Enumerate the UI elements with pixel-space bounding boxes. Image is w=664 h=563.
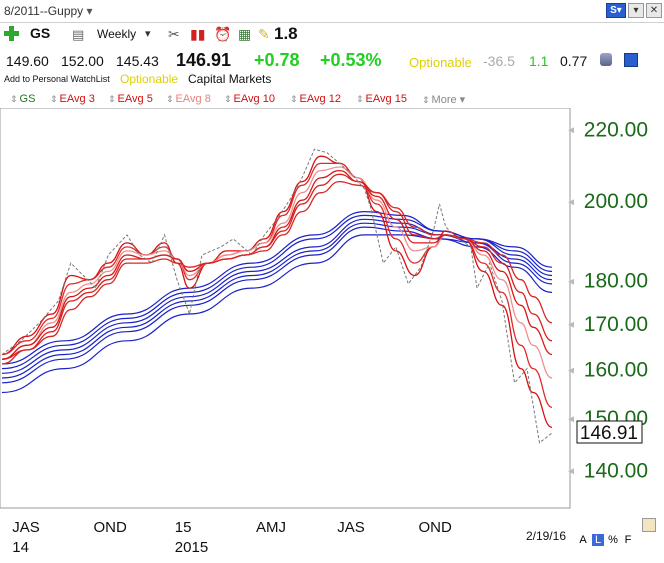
y-tick-label: 200.00 bbox=[584, 190, 648, 213]
legend-item-eavg8[interactable]: ⇕ EAvg 8 bbox=[166, 93, 211, 105]
restore-icon[interactable]: ▾ bbox=[628, 3, 644, 18]
current-date-label: 2/19/16 bbox=[526, 529, 566, 543]
watchlist-link[interactable]: Add to Personal WatchList bbox=[4, 74, 110, 84]
chevron-down-icon: ▾ bbox=[459, 94, 466, 106]
save-icon[interactable] bbox=[624, 53, 638, 67]
legend-item-more[interactable]: ⇕ More ▾ bbox=[422, 94, 466, 106]
x-tick-sublabel: 2015 bbox=[175, 539, 208, 556]
y-tick-marker bbox=[568, 278, 574, 285]
footer-l-button[interactable]: L bbox=[592, 534, 604, 546]
share-icon[interactable]: S▾ bbox=[606, 3, 626, 18]
y-tick-marker bbox=[568, 468, 574, 475]
legend-label-eavg3: EAvg 3 bbox=[59, 93, 95, 105]
chart-svg[interactable]: 220.00200.00180.00170.00160.00150.00140.… bbox=[0, 107, 664, 558]
quote-value-2: 1.1 bbox=[529, 53, 549, 69]
chart-toolbar: GS ▤ Weekly ▾ ✂ ▮▮ ⏰ ▦ ✎ 1.8 bbox=[0, 23, 664, 45]
window-title[interactable]: 8/2011--Guppy bbox=[4, 4, 93, 18]
x-tick-label: JAS bbox=[337, 519, 365, 536]
y-tick-marker bbox=[568, 321, 574, 328]
legend-item-eavg15[interactable]: ⇕ EAvg 15 bbox=[356, 93, 407, 105]
y-tick-marker bbox=[568, 199, 574, 206]
quote-row: 149.60 152.00 145.43 146.91 +0.78 +0.53%… bbox=[0, 47, 664, 73]
x-tick-label: 15 bbox=[175, 519, 192, 536]
short-avg-line-6 bbox=[1, 180, 553, 365]
legend-item-eavg10[interactable]: ⇕ EAvg 10 bbox=[224, 93, 275, 105]
quote-change: +0.78 bbox=[254, 50, 300, 70]
legend-label-eavg12: EAvg 12 bbox=[299, 93, 341, 105]
legend-label-eavg8: EAvg 8 bbox=[175, 93, 211, 105]
grid-icon[interactable]: ▦ bbox=[238, 26, 252, 42]
footer-f-button[interactable]: F bbox=[624, 534, 632, 546]
indicator-legend: ⇕ GS ⇕ EAvg 3 ⇕ EAvg 5 ⇕ EAvg 8 ⇕ EAvg 10 ⇕ EA… bbox=[0, 90, 664, 108]
optionable-badge: Optionable bbox=[409, 55, 472, 70]
long-avg-line-6 bbox=[1, 234, 553, 394]
long-avg-line-5 bbox=[1, 226, 553, 384]
note-icon[interactable]: ✎ bbox=[258, 26, 270, 42]
footer-a-button[interactable]: A bbox=[579, 534, 587, 546]
tools-icon[interactable]: ✂ bbox=[168, 26, 180, 42]
quote-open: 149.60 bbox=[6, 53, 49, 69]
database-icon[interactable] bbox=[600, 53, 612, 66]
sector-label[interactable]: Capital Markets bbox=[188, 72, 272, 86]
x-tick-label: AMJ bbox=[256, 519, 286, 536]
legend-label-eavg5: EAvg 5 bbox=[117, 93, 153, 105]
chart-footer-controls: A L % F bbox=[577, 534, 634, 546]
last-price-label: 146.91 bbox=[580, 423, 638, 444]
plot-area bbox=[0, 107, 571, 509]
close-icon[interactable]: ✕ bbox=[646, 3, 662, 18]
footer-pct-button[interactable]: % bbox=[608, 534, 618, 546]
quote-value-1: -36.5 bbox=[483, 53, 515, 69]
x-tick-label: JAS bbox=[12, 519, 40, 536]
quote-change-pct: +0.53% bbox=[320, 50, 382, 70]
legend-label-eavg15: EAvg 15 bbox=[365, 93, 407, 105]
legend-label-gs: GS bbox=[19, 93, 36, 105]
quote-last: 146.91 bbox=[176, 50, 232, 70]
window-buttons: S▾ ▾ ✕ bbox=[606, 3, 662, 18]
legend-label-more: More bbox=[431, 94, 457, 106]
x-tick-sublabel: 14 bbox=[12, 539, 29, 556]
legend-item-eavg12[interactable]: ⇕ EAvg 12 bbox=[290, 93, 341, 105]
bar-chart-icon[interactable]: ▮▮ bbox=[190, 26, 206, 42]
y-tick-marker bbox=[568, 367, 574, 374]
optionable-link[interactable]: Optionable bbox=[120, 72, 179, 86]
y-tick-label: 140.00 bbox=[584, 459, 648, 482]
x-tick-label: OND bbox=[94, 519, 128, 536]
edit-icon[interactable] bbox=[642, 518, 656, 532]
quote-high: 152.00 bbox=[61, 53, 104, 69]
legend-label-eavg10: EAvg 10 bbox=[233, 93, 275, 105]
x-tick-label: OND bbox=[419, 519, 453, 536]
quote-value-3: 0.77 bbox=[560, 53, 588, 69]
period-select[interactable]: Weekly bbox=[97, 27, 137, 41]
y-tick-label: 220.00 bbox=[584, 118, 648, 141]
price-chart[interactable]: 220.00 200.00 180.00 170.00 160.00 150.00 140.… bbox=[0, 107, 664, 558]
price-line bbox=[1, 148, 553, 444]
alarm-clock-icon[interactable]: ⏰ bbox=[214, 26, 232, 42]
legend-item-eavg3[interactable]: ⇕ EAvg 3 bbox=[50, 93, 95, 105]
y-tick-label: 170.00 bbox=[584, 313, 648, 336]
y-tick-label: 160.00 bbox=[584, 359, 648, 382]
long-avg-line-3 bbox=[1, 218, 553, 374]
symbol-label[interactable]: GS bbox=[30, 25, 51, 41]
print-icon[interactable]: ▤ bbox=[72, 27, 85, 42]
legend-item-gs[interactable]: ⇕ GS bbox=[10, 93, 36, 105]
toolbar-count: 1.8 bbox=[274, 24, 298, 43]
y-tick-marker bbox=[568, 127, 574, 134]
window-titlebar: 8/2011--Guppy S▾ ▾ ✕ bbox=[0, 0, 664, 23]
legend-item-eavg5[interactable]: ⇕ EAvg 5 bbox=[108, 93, 153, 105]
chevron-down-icon[interactable]: ▾ bbox=[145, 28, 151, 40]
add-icon[interactable] bbox=[4, 26, 19, 41]
y-tick-label: 180.00 bbox=[584, 270, 648, 293]
y-tick-marker bbox=[568, 416, 574, 423]
last-price-box bbox=[576, 420, 643, 444]
quote-low: 145.43 bbox=[116, 53, 159, 69]
